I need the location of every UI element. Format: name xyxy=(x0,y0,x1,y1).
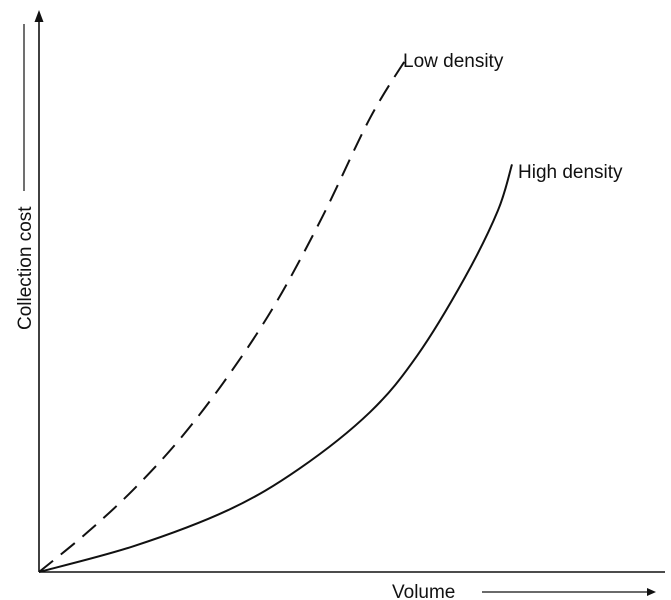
series-line-high-density xyxy=(38,164,513,573)
series-line-low-density xyxy=(38,55,409,573)
x-axis-label: Volume xyxy=(392,582,455,600)
series-label-high-density: High density xyxy=(518,162,623,183)
axes xyxy=(34,10,665,573)
series-labels: Low density High density xyxy=(403,51,623,183)
y-axis-label: Collection cost xyxy=(15,206,36,330)
series-layer xyxy=(38,55,513,573)
y-axis-label-group: Collection cost xyxy=(15,24,36,330)
x-axis-label-group: Volume xyxy=(392,582,656,600)
series-label-low-density: Low density xyxy=(403,51,504,72)
y-axis-arrow-icon xyxy=(34,10,44,22)
x-axis-label-arrow-icon xyxy=(647,588,656,596)
